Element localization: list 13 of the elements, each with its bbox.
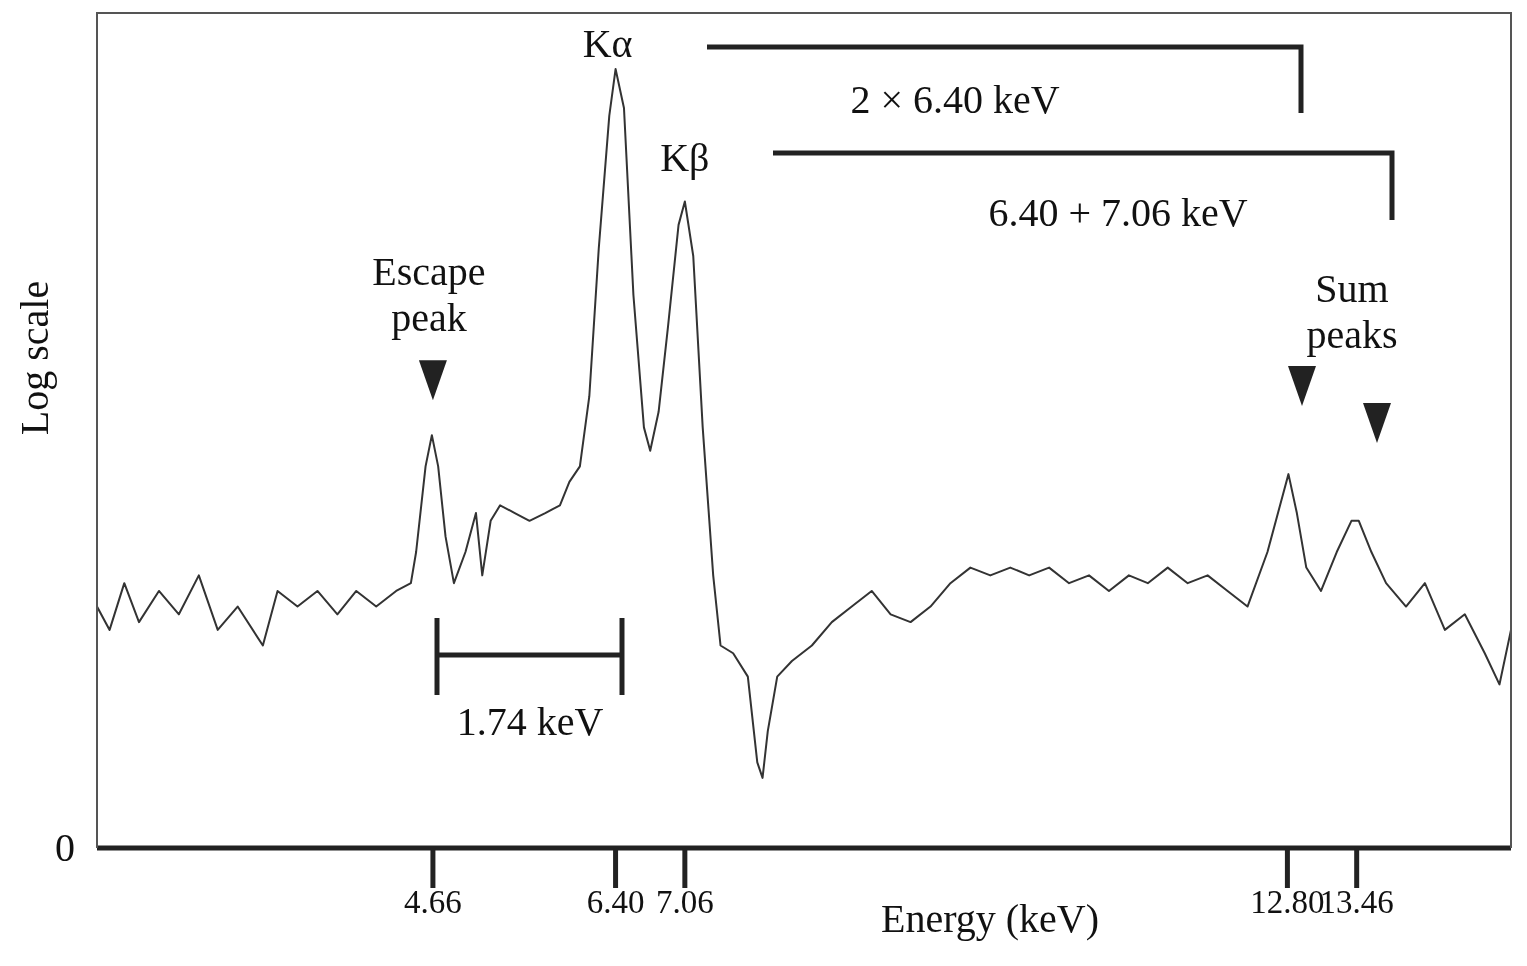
x-tick-label: 6.40 [586, 884, 645, 921]
annotation: 6.40 + 7.06 keV [988, 190, 1248, 235]
annotation: Kα [582, 21, 633, 67]
x-tick-label: 7.06 [655, 884, 714, 921]
annotation: 2 × 6.40 keV [850, 77, 1060, 122]
x-tick-label: 4.66 [404, 884, 462, 921]
text: 0 [55, 825, 75, 870]
annotation: Sum peaks [1306, 266, 1398, 357]
annotation: Escape peak [372, 249, 486, 341]
x-axis-title: Energy (keV) [880, 896, 1100, 941]
y-axis-title: Log scale [12, 280, 57, 436]
annotation: 1.74 keV [456, 699, 604, 744]
annotation: Kβ [660, 135, 710, 181]
